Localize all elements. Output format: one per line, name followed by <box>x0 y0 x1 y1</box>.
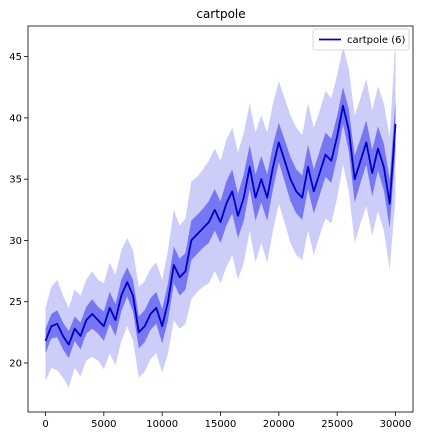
x-tick-label: 0 <box>42 419 48 430</box>
legend: cartpole (6) <box>312 28 410 51</box>
x-tick-label: 20000 <box>263 419 295 430</box>
series-line-cartpole <box>44 104 397 346</box>
x-tick-label: 30000 <box>380 419 412 430</box>
chart-title: cartpole <box>196 7 245 21</box>
x-tick-label: 15000 <box>205 419 237 430</box>
x-tick-label: 25000 <box>321 419 353 430</box>
legend-box <box>312 28 410 51</box>
plot-area <box>44 38 397 388</box>
y-tick-label: 25 <box>9 297 22 308</box>
x-tick-label: 5000 <box>91 419 116 430</box>
y-tick-label: 45 <box>9 52 22 63</box>
axes: 0 5000 10000 15000 20000 25000 30000 20 25 30 35 40… <box>9 25 414 430</box>
legend-label-cartpole: cartpole (6) <box>347 35 405 46</box>
y-tick-label: 35 <box>9 175 22 186</box>
y-tick-label: 40 <box>9 113 22 124</box>
y-tick-label: 30 <box>9 236 22 247</box>
x-tick-label: 10000 <box>146 419 178 430</box>
y-tick-label: 20 <box>9 358 22 369</box>
